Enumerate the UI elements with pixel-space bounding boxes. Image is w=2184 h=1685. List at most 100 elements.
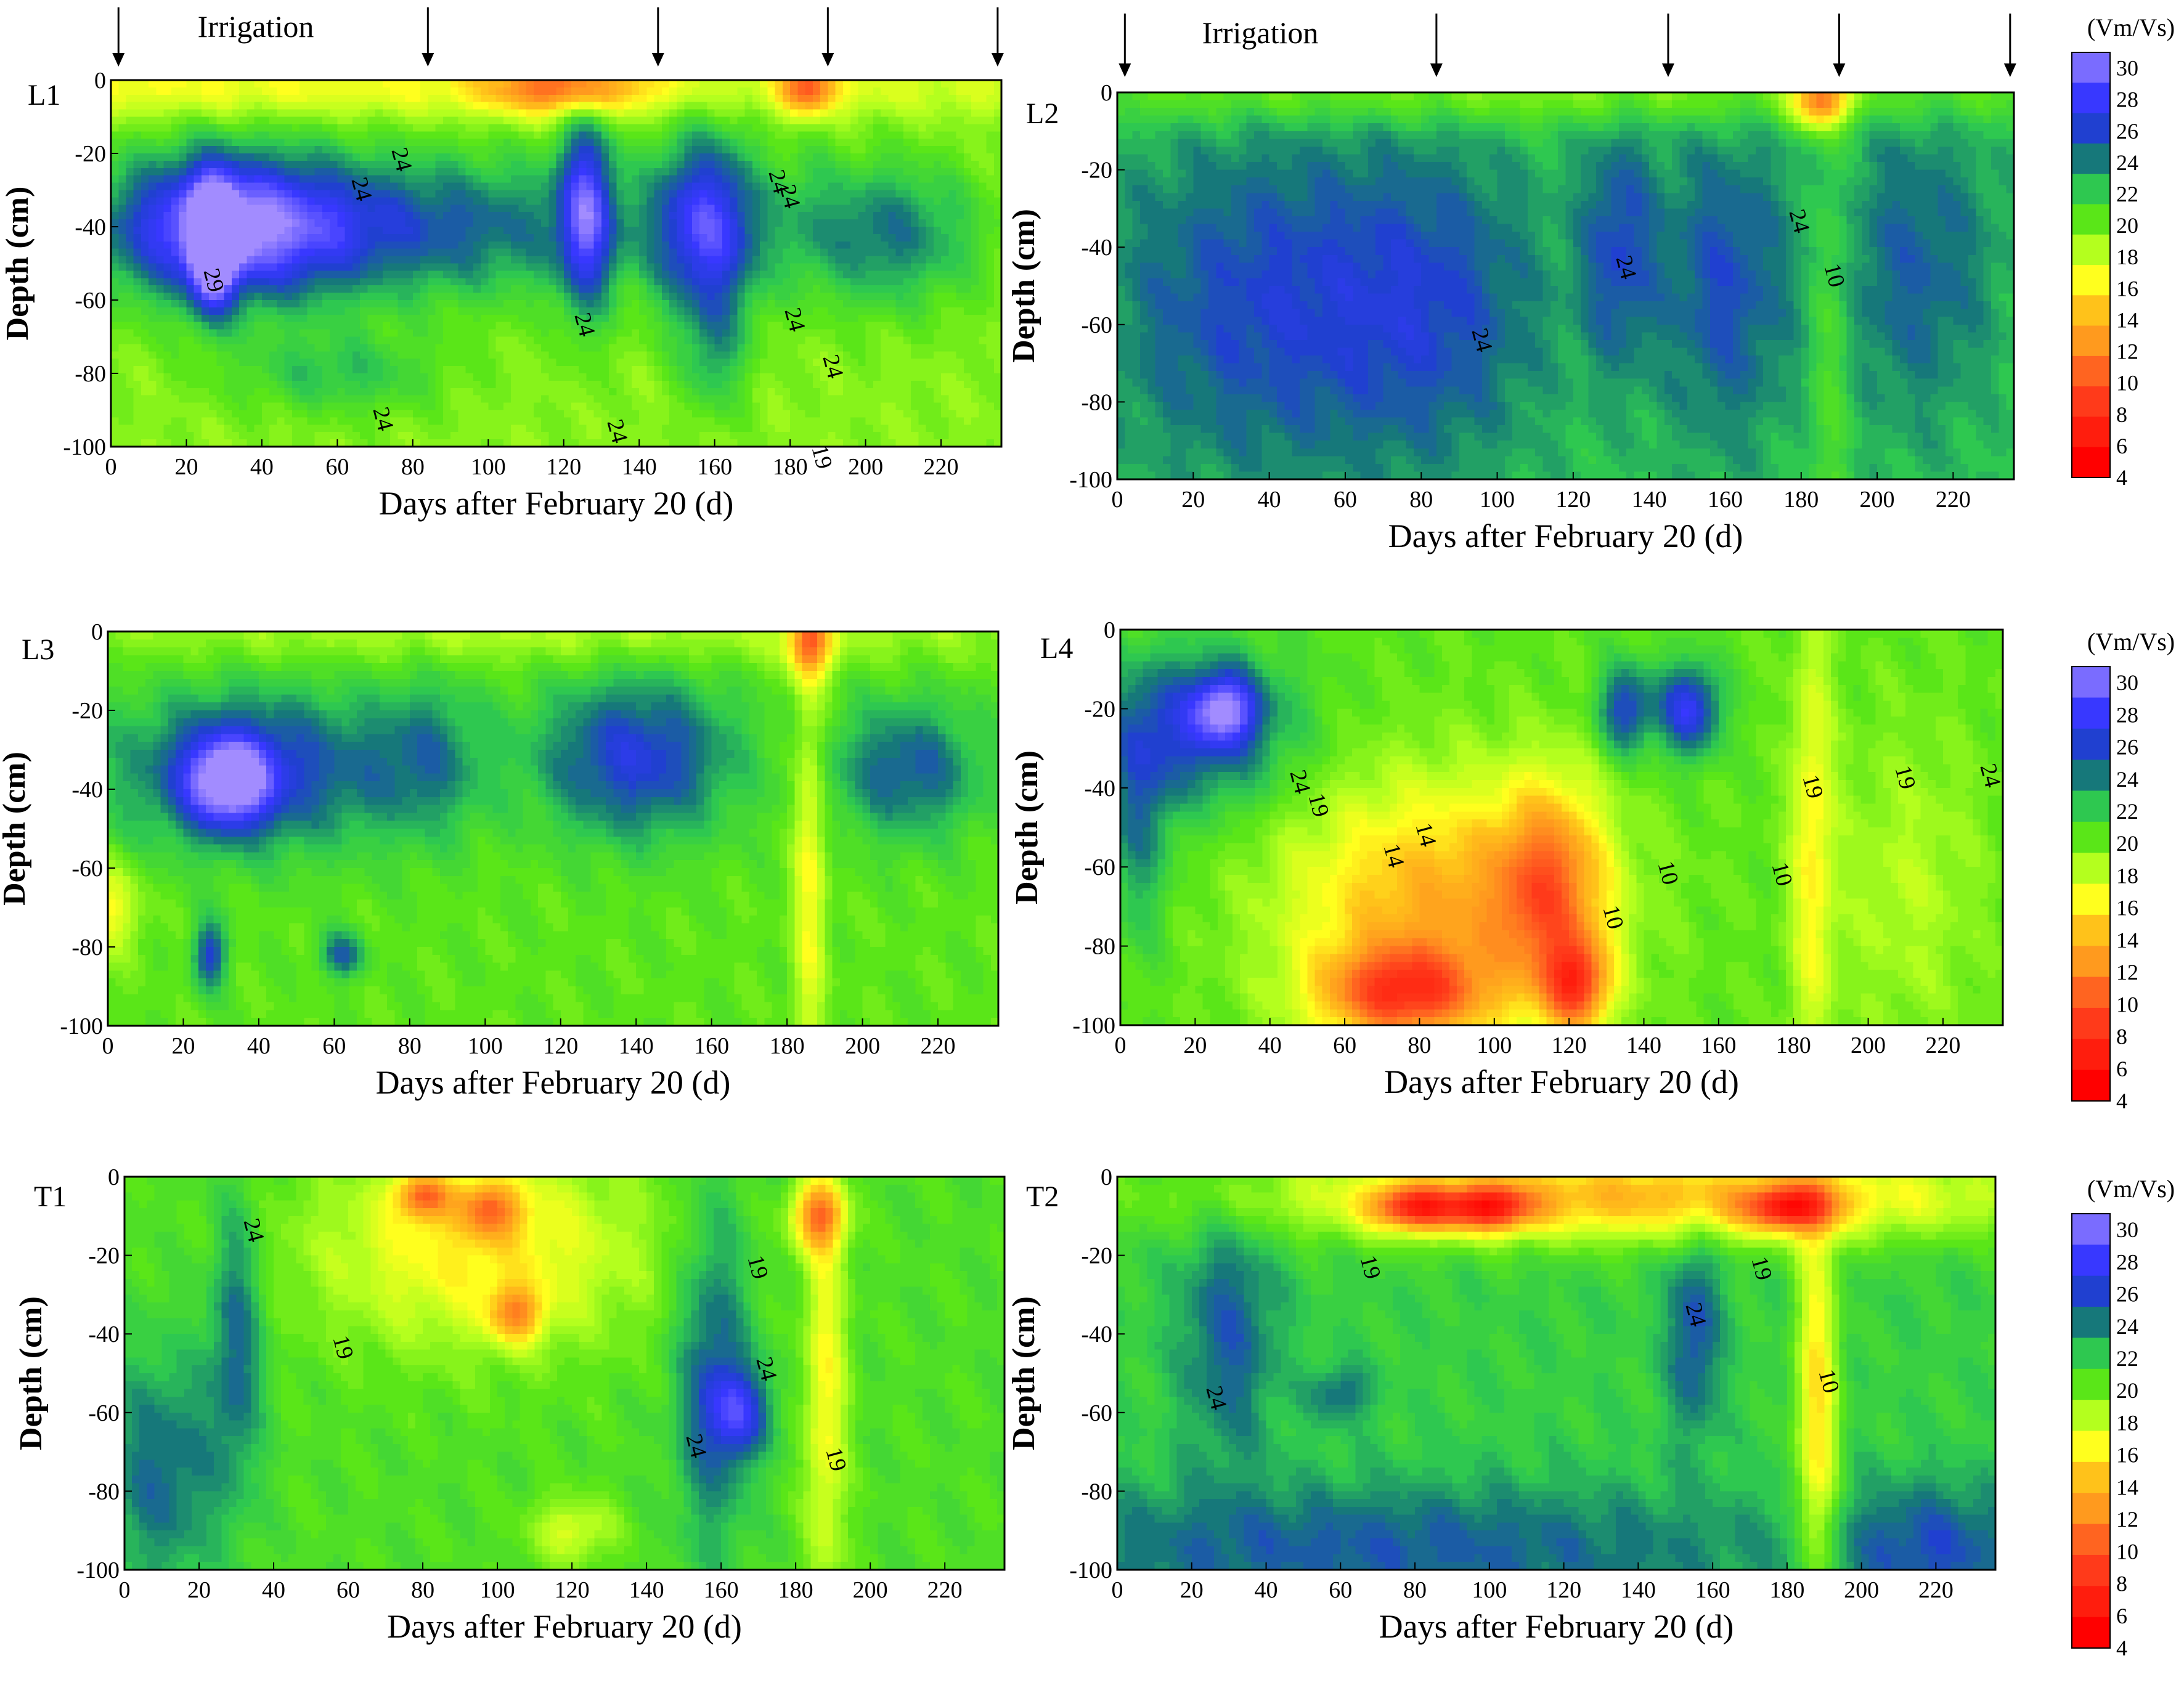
heatmap-cell (292, 153, 300, 161)
heatmap-cell (496, 87, 504, 95)
heatmap-cell (126, 183, 134, 191)
heatmap-cell (677, 205, 685, 213)
heatmap-cell (737, 197, 745, 205)
heatmap-cell (632, 234, 640, 242)
heatmap-cell (979, 234, 987, 242)
heatmap-cell (239, 205, 247, 213)
heatmap-cell (896, 168, 904, 176)
heatmap-cell (979, 205, 987, 213)
heatmap-cell (450, 153, 458, 161)
heatmap-cell (420, 146, 428, 154)
heatmap-cell (473, 95, 481, 103)
heatmap-cell (526, 234, 534, 242)
heatmap-cell (692, 168, 700, 176)
heatmap-cell (352, 95, 361, 103)
heatmap-cell (277, 197, 285, 205)
heatmap-cell (360, 153, 368, 161)
heatmap-cell (979, 168, 987, 176)
heatmap-cell (579, 183, 587, 191)
heatmap-cell (255, 212, 263, 220)
heatmap-cell (488, 110, 496, 118)
heatmap-cell (375, 234, 383, 242)
heatmap-cell (715, 139, 723, 147)
heatmap-cell (141, 139, 149, 147)
heatmap-cell (156, 161, 164, 169)
heatmap-cell (511, 219, 519, 227)
heatmap-cell (285, 183, 293, 191)
heatmap-cell (428, 80, 436, 88)
heatmap-cell (662, 212, 670, 220)
heatmap-cell (571, 146, 579, 154)
heatmap-cell (322, 219, 330, 227)
heatmap-cell (881, 190, 889, 198)
heatmap-cell (632, 190, 640, 198)
heatmap-cell (609, 197, 617, 205)
heatmap-cell (579, 117, 587, 125)
heatmap-cell (443, 139, 451, 147)
heatmap-cell (534, 117, 542, 125)
heatmap-cell (775, 131, 783, 139)
heatmap-cell (987, 124, 995, 132)
heatmap-cell (843, 183, 851, 191)
heatmap-cell (881, 219, 889, 227)
heatmap-cell (828, 110, 836, 118)
heatmap-cell (858, 168, 866, 176)
heatmap-cell (247, 139, 255, 147)
heatmap-cell (360, 110, 368, 118)
heatmap-cell (277, 95, 285, 103)
heatmap-cell (654, 102, 662, 110)
heatmap-cell (790, 139, 798, 147)
heatmap-cell (843, 197, 851, 205)
heatmap-cell (964, 197, 972, 205)
heatmap-cell (699, 219, 707, 227)
heatmap-cell (322, 124, 330, 132)
heatmap-cell (534, 80, 542, 88)
heatmap-cell (164, 139, 172, 147)
heatmap-cell (654, 176, 662, 184)
heatmap-cell (685, 139, 693, 147)
heatmap-cell (224, 212, 232, 220)
heatmap-cell (737, 117, 745, 125)
heatmap-cell (987, 176, 995, 184)
heatmap-cell (654, 183, 662, 191)
heatmap-cell (609, 139, 617, 147)
heatmap-cell (269, 110, 277, 118)
heatmap-cell (948, 117, 956, 125)
heatmap-cell (126, 205, 134, 213)
heatmap-cell (820, 80, 828, 88)
heatmap-cell (866, 131, 874, 139)
heatmap-cell (948, 95, 956, 103)
heatmap-cell (926, 161, 934, 169)
heatmap-cell (247, 197, 255, 205)
heatmap-cell (526, 227, 534, 235)
heatmap-cell (767, 124, 775, 132)
heatmap-cell (134, 110, 142, 118)
heatmap-cell (481, 87, 489, 95)
heatmap-cell (202, 139, 210, 147)
heatmap-cell (224, 168, 232, 176)
heatmap-cell (579, 80, 587, 88)
heatmap-cell (511, 117, 519, 125)
heatmap-cell (481, 205, 489, 213)
heatmap-cell (518, 110, 526, 118)
heatmap-cell (609, 227, 617, 235)
heatmap-cell (692, 139, 700, 147)
heatmap-cell (964, 139, 972, 147)
heatmap-cell (934, 110, 942, 118)
heatmap-cell (669, 190, 677, 198)
heatmap-cell (397, 197, 405, 205)
heatmap-cell (556, 176, 564, 184)
heatmap-cell (511, 110, 519, 118)
heatmap-cell (194, 183, 202, 191)
heatmap-cell (428, 212, 436, 220)
heatmap-cell (224, 80, 232, 88)
heatmap-cell (383, 80, 391, 88)
heatmap-cell (737, 139, 745, 147)
heatmap-cell (601, 242, 609, 250)
heatmap-cell (903, 95, 911, 103)
heatmap-cell (903, 168, 911, 176)
heatmap-cell (179, 146, 187, 154)
heatmap-cell (534, 234, 542, 242)
heatmap-cell (443, 95, 451, 103)
heatmap-cell (828, 176, 836, 184)
